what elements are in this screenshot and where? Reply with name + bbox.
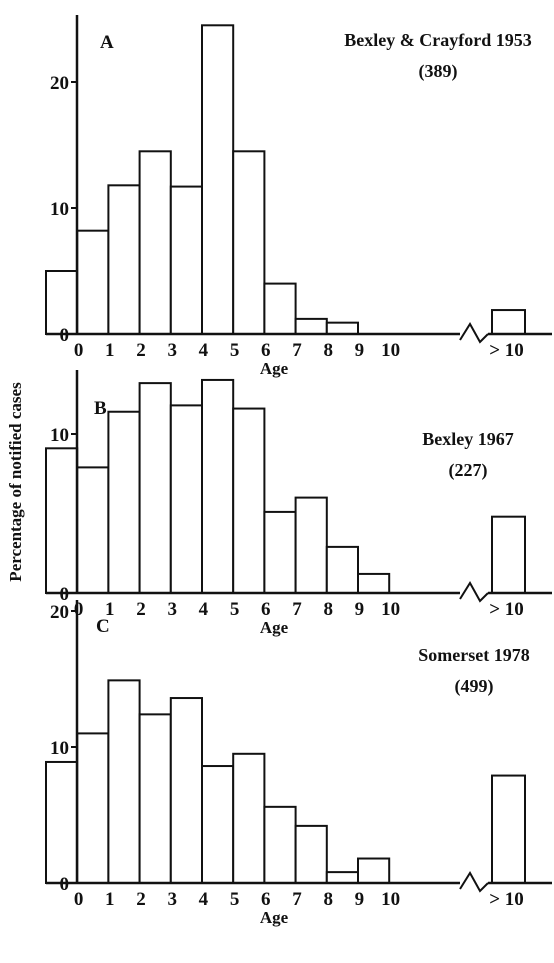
bar-age-9 xyxy=(325,545,359,595)
panel-letter: C xyxy=(96,616,110,637)
bar-age-4 xyxy=(169,697,204,884)
x-tick-label: > 10 xyxy=(489,340,524,361)
bar-age-10 xyxy=(357,572,391,594)
bar-age-2 xyxy=(107,410,141,594)
x-tick-label: 2 xyxy=(136,340,146,361)
panel-title: Bexley & Crayford 1953 xyxy=(344,30,531,50)
bar-age-8 xyxy=(294,496,328,595)
bar-age-0 xyxy=(45,760,79,885)
x-tick-label: 1 xyxy=(105,889,115,910)
bar-age-3 xyxy=(138,713,172,884)
panel-subtitle: (499) xyxy=(455,676,494,697)
x-tick-label: 4 xyxy=(199,340,209,361)
x-tick-label: 3 xyxy=(167,340,177,361)
x-tick-label: 1 xyxy=(105,599,115,620)
x-tick-label: 10 xyxy=(381,340,400,361)
bar-age-over-10 xyxy=(491,774,526,884)
y-tick-label: 0 xyxy=(60,584,70,605)
bar-age-4 xyxy=(169,404,204,594)
bar-age-1 xyxy=(76,229,110,335)
x-tick-label: 3 xyxy=(167,599,177,620)
panel-subtitle: (227) xyxy=(449,460,488,481)
x-tick-label: 10 xyxy=(381,889,400,910)
panel-title: Somerset 1978 xyxy=(418,645,529,665)
bar-age-1 xyxy=(76,466,110,595)
x-tick-label: 8 xyxy=(323,340,333,361)
x-tick-label: 7 xyxy=(292,599,302,620)
y-tick-label: 0 xyxy=(60,325,70,346)
x-tick-label: 8 xyxy=(323,599,333,620)
x-tick-label: 0 xyxy=(74,889,84,910)
bar-age-over-10 xyxy=(491,309,526,335)
y-tick-label: 10 xyxy=(50,425,69,446)
x-tick-label: 7 xyxy=(292,889,302,910)
y-tick-label: 20 xyxy=(50,602,69,623)
x-axis-title: Age xyxy=(260,359,289,378)
x-axis-title: Age xyxy=(260,618,289,637)
panel-subtitle: (389) xyxy=(419,61,458,82)
x-tick-label: 3 xyxy=(167,889,177,910)
bar-age-2 xyxy=(107,679,141,884)
x-tick-label: 6 xyxy=(261,340,271,361)
bar-age-5 xyxy=(201,24,235,336)
y-axis-title: Percentage of notified cases xyxy=(6,382,25,582)
bar-age-8 xyxy=(294,824,328,885)
x-tick-label: 0 xyxy=(74,599,84,620)
bar-age-6 xyxy=(232,752,266,884)
y-tick-label: 0 xyxy=(60,874,70,895)
x-tick-label: 6 xyxy=(261,599,271,620)
y-tick-label: 20 xyxy=(50,73,69,94)
bar-age-5 xyxy=(201,378,235,594)
x-tick-label: 10 xyxy=(381,599,400,620)
x-tick-label: 5 xyxy=(230,889,240,910)
bar-age-7 xyxy=(263,282,297,336)
x-tick-label: 9 xyxy=(355,340,365,361)
y-tick-label: 10 xyxy=(50,738,69,759)
axis-break xyxy=(459,871,489,893)
x-tick-label: 2 xyxy=(136,599,146,620)
bar-age-10 xyxy=(357,857,391,885)
panel-letter: A xyxy=(100,32,114,53)
bar-age-0 xyxy=(45,447,79,594)
bar-age-2 xyxy=(107,184,141,335)
bar-age-over-10 xyxy=(491,515,526,594)
panel-title: Bexley 1967 xyxy=(422,429,514,449)
x-tick-label: 2 xyxy=(136,889,146,910)
bar-age-7 xyxy=(263,805,297,885)
bar-age-6 xyxy=(232,407,266,594)
bar-age-6 xyxy=(232,150,266,335)
x-tick-label: 5 xyxy=(230,599,240,620)
x-tick-label: > 10 xyxy=(489,889,524,910)
bar-age-3 xyxy=(138,382,172,594)
x-tick-label: 0 xyxy=(74,340,84,361)
x-axis-title: Age xyxy=(260,908,289,927)
axis-break xyxy=(459,581,489,603)
axis-break xyxy=(459,322,489,344)
bar-age-8 xyxy=(294,317,328,336)
x-tick-label: 9 xyxy=(355,599,365,620)
y-tick-label: 10 xyxy=(50,199,69,220)
x-tick-label: > 10 xyxy=(489,599,524,620)
x-tick-label: 9 xyxy=(355,889,365,910)
x-tick-label: 1 xyxy=(105,340,115,361)
x-tick-label: 7 xyxy=(292,340,302,361)
x-tick-label: 4 xyxy=(199,889,209,910)
bar-age-9 xyxy=(325,321,359,336)
x-tick-label: 4 xyxy=(199,599,209,620)
x-tick-label: 5 xyxy=(230,340,240,361)
bar-age-9 xyxy=(325,871,359,884)
bar-age-5 xyxy=(201,765,235,884)
x-tick-label: 6 xyxy=(261,889,271,910)
panel-letter: B xyxy=(94,398,107,419)
bar-age-4 xyxy=(169,185,204,335)
bar-age-7 xyxy=(263,510,297,594)
bar-age-1 xyxy=(76,732,110,885)
bar-age-3 xyxy=(138,150,172,335)
x-tick-label: 8 xyxy=(323,889,333,910)
